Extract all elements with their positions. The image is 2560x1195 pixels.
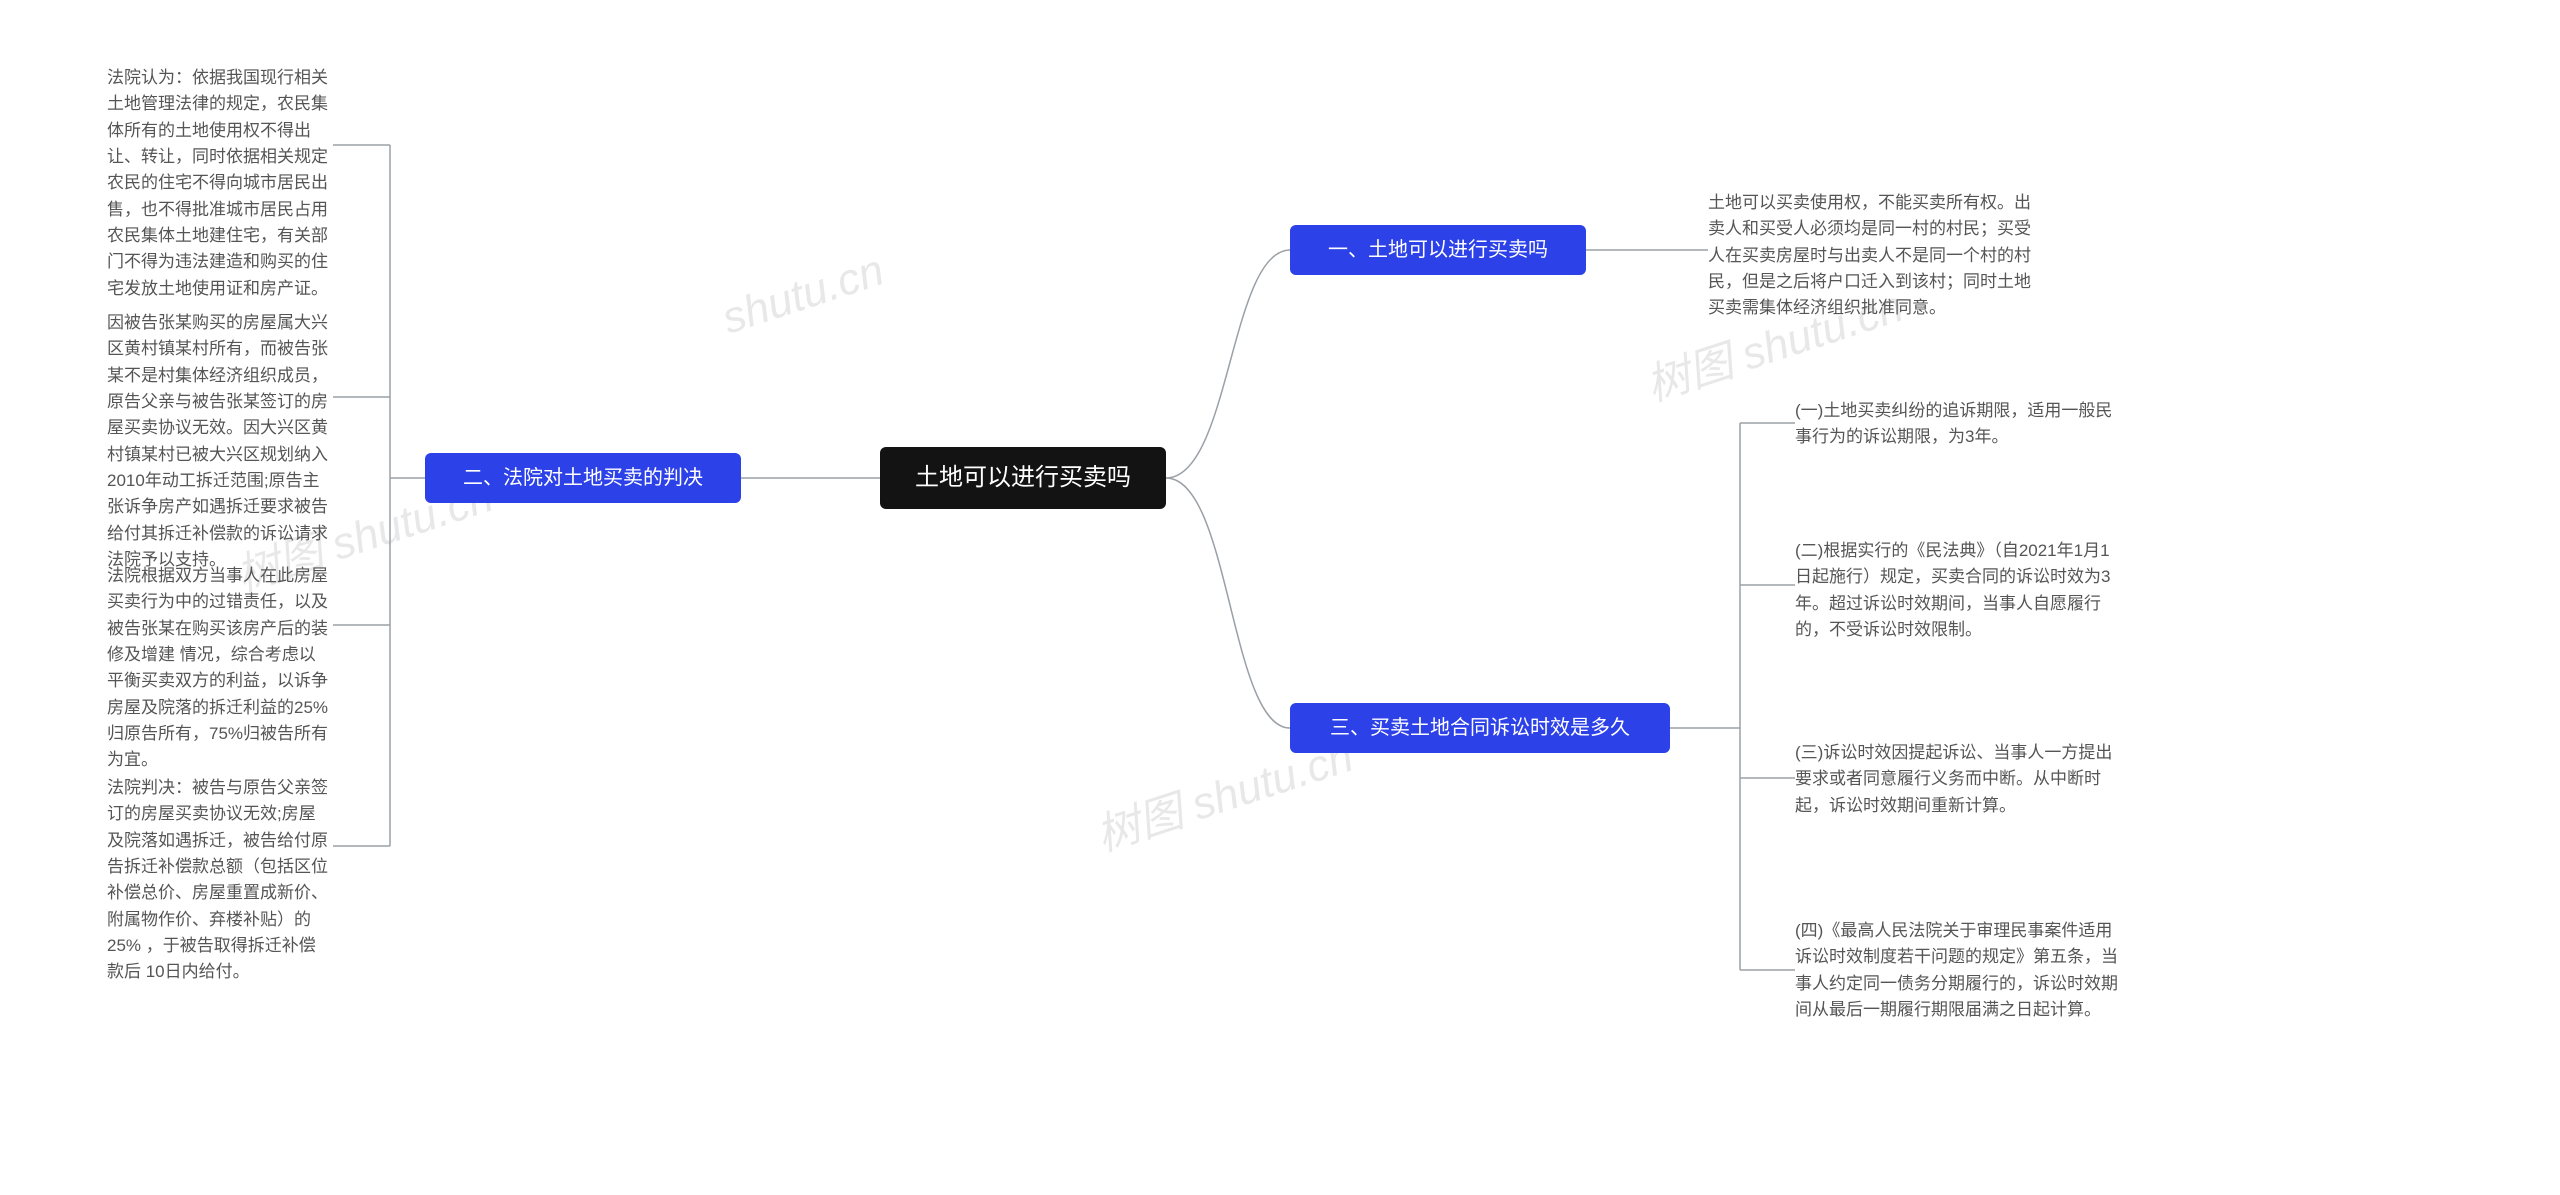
watermark: shutu.cn — [716, 246, 890, 345]
branch-left[interactable]: 二、法院对土地买卖的判决 — [425, 453, 741, 503]
center-label: 土地可以进行买卖吗 — [915, 461, 1131, 495]
leaf-left-2: 法院根据双方当事人在此房屋买卖行为中的过错责任，以及被告张某在购买该房产后的装修… — [107, 563, 329, 774]
branch-left-label: 二、法院对土地买卖的判决 — [463, 464, 703, 492]
conn-center-r2 — [1166, 478, 1290, 728]
connector-layer — [0, 0, 2560, 1195]
leaf-r2-1: (二)根据实行的《民法典》（自2021年1月1日起施行）规定，买卖合同的诉讼时效… — [1795, 538, 2120, 643]
conn-center-r1 — [1166, 250, 1290, 478]
center-node[interactable]: 土地可以进行买卖吗 — [880, 447, 1166, 509]
leaf-r2-2: (三)诉讼时效因提起诉讼、当事人一方提出要求或者同意履行义务而中断。从中断时起，… — [1795, 740, 2120, 819]
leaf-left-3: 法院判决：被告与原告父亲签订的房屋买卖协议无效;房屋及院落如遇拆迁，被告给付原告… — [107, 775, 329, 986]
branch-right-1-label: 一、土地可以进行买卖吗 — [1328, 236, 1548, 264]
branch-right-1[interactable]: 一、土地可以进行买卖吗 — [1290, 225, 1586, 275]
branch-right-2[interactable]: 三、买卖土地合同诉讼时效是多久 — [1290, 703, 1670, 753]
branch-right-2-label: 三、买卖土地合同诉讼时效是多久 — [1330, 714, 1630, 742]
leaf-r2-3: (四)《最高人民法院关于审理民事案件适用诉讼时效制度若干问题的规定》第五条，当事… — [1795, 918, 2120, 1023]
conn-left-bracket — [333, 145, 425, 846]
leaf-r1-0: 土地可以买卖使用权，不能买卖所有权。出卖人和买受人必须均是同一村的村民；买受人在… — [1708, 190, 2033, 322]
leaf-r2-0: (一)土地买卖纠纷的追诉期限，适用一般民事行为的诉讼期限，为3年。 — [1795, 398, 2120, 451]
conn-r2-bracket — [1670, 423, 1795, 970]
leaf-left-1: 因被告张某购买的房屋属大兴区黄村镇某村所有，而被告张某不是村集体经济组织成员，原… — [107, 310, 329, 573]
leaf-left-0: 法院认为：依据我国现行相关土地管理法律的规定，农民集体所有的土地使用权不得出让、… — [107, 65, 329, 302]
